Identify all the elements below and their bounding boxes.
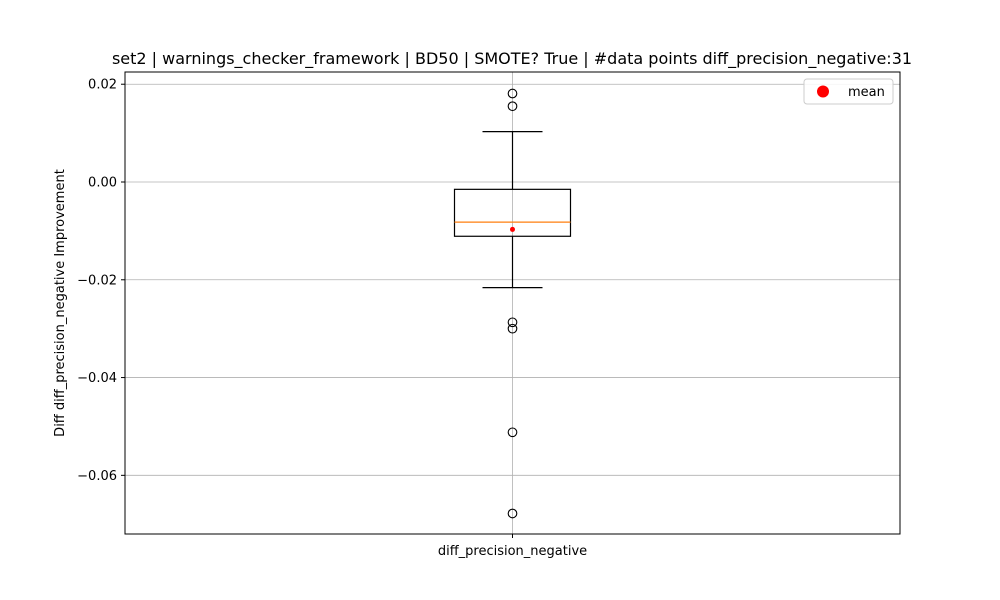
mean-point <box>510 226 515 232</box>
y-tick-label: 0.00 <box>88 176 117 191</box>
y-tick-label: 0.02 <box>88 78 117 93</box>
y-axis-ticks: 0.02 0.00 −0.02 −0.04 −0.06 <box>77 78 125 484</box>
outlier-point <box>507 508 518 519</box>
legend: mean <box>803 78 894 105</box>
outlier-point <box>507 427 518 438</box>
y-tick-label: −0.06 <box>77 469 117 484</box>
plot-frame <box>124 71 901 535</box>
x-axis-ticks: diff_precision_negative <box>438 534 587 559</box>
x-tick-label: diff_precision_negative <box>438 544 587 559</box>
interquartile-box <box>453 188 572 237</box>
legend-label: mean <box>848 85 885 100</box>
box-plot <box>453 88 572 519</box>
outlier-point <box>507 101 518 112</box>
legend-marker <box>817 85 829 98</box>
outlier-point <box>507 317 518 328</box>
outlier-point <box>507 88 518 99</box>
outlier-point <box>507 323 518 334</box>
legend-box <box>803 78 894 105</box>
y-tick-label: −0.04 <box>77 371 117 386</box>
chart-title: set2 | warnings_checker_framework | BD50… <box>112 49 912 69</box>
y-axis-label: Diff diff_precision_negative Improvement <box>53 169 68 437</box>
y-tick-label: −0.02 <box>77 273 117 288</box>
